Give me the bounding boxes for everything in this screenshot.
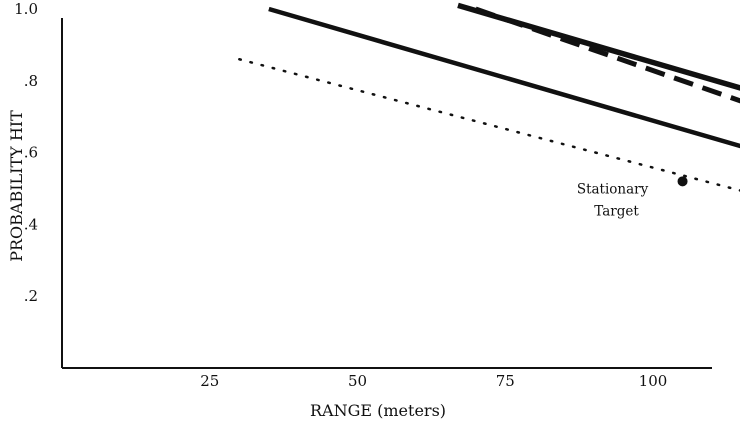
y-tick-labels: .2 .4 .6 .8 1.0 [14,0,38,305]
stationary-target-label-line: Target [594,203,639,219]
y-axis-title: PROBABILITY HIT [7,110,26,262]
stationary-target-point [677,176,688,187]
stationary-points: Stationary TargetStationary Target [577,176,688,219]
x-tick-label: 75 [496,372,515,390]
stationary-target-label-line: Stationary [577,181,649,197]
y-tick-label: 1.0 [14,0,38,18]
y-tick-label: .2 [24,287,38,305]
series-line-4 [238,58,740,192]
x-tick-label: 25 [200,372,219,390]
y-tick-label: .8 [24,72,38,90]
series-line-1 [457,2,740,91]
y-tick-label: .4 [24,215,38,233]
x-tick-label: 50 [348,372,367,390]
y-tick-label: .6 [24,144,38,162]
series-line-3 [268,6,740,149]
x-tick-label: 100 [639,372,668,390]
axes [61,18,712,369]
series-line-2 [474,6,740,104]
series-group [238,2,740,192]
x-axis-title: RANGE (meters) [310,401,446,420]
stationary-target-label: Stationary Target [577,181,649,219]
x-tick-labels: 255075100125150175200 [200,372,668,390]
